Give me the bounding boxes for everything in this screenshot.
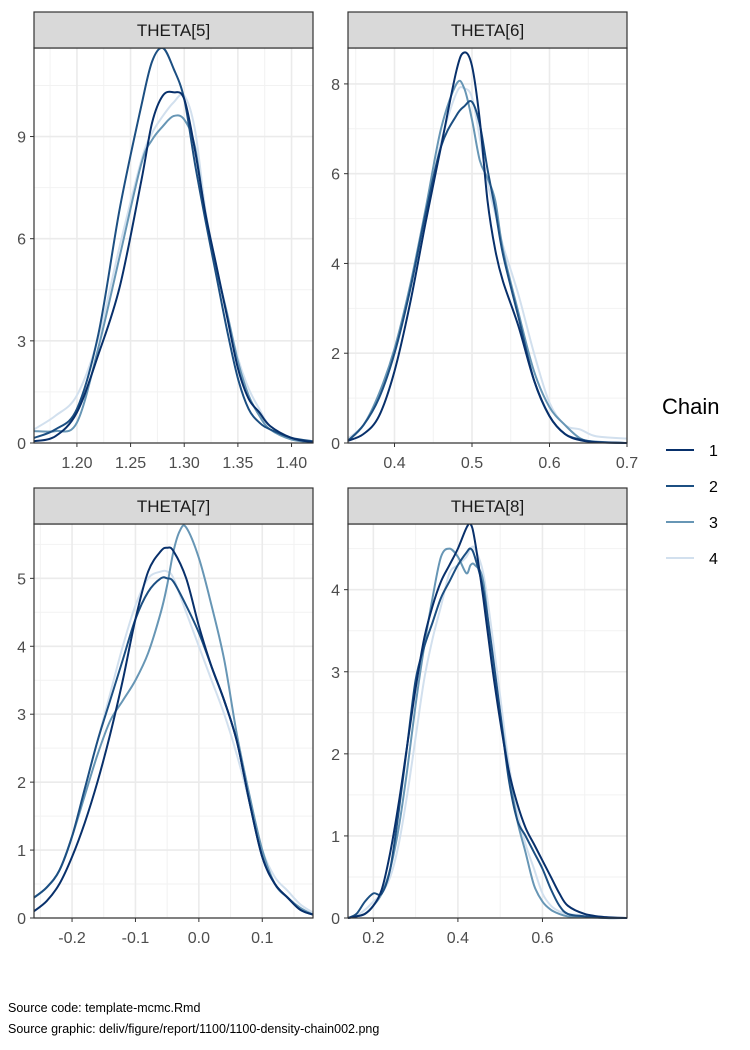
legend-label: 4 [709, 551, 718, 568]
y-tick-label: 2 [331, 747, 340, 764]
x-tick-label: 0.6 [538, 455, 560, 472]
x-tick-label: 0.2 [362, 930, 384, 947]
y-tick-label: 4 [331, 256, 340, 273]
facet-strip [347, 487, 628, 525]
x-tick-label: 1.40 [276, 455, 307, 472]
facet-strip [347, 11, 628, 49]
y-tick-label: 3 [331, 665, 340, 682]
density-line-chain-4 [33, 93, 314, 443]
x-tick-label: 0.4 [383, 455, 405, 472]
density-line-chain-1 [33, 546, 314, 916]
x-tick-label: 0.7 [616, 455, 638, 472]
y-tick-label: 0 [331, 911, 340, 928]
y-tick-label: 0 [331, 436, 340, 453]
source-code-caption: Source code: template-mcmc.Rmd [8, 1001, 201, 1015]
y-tick-label: 9 [17, 130, 26, 147]
facet-strip-label: THETA[8] [451, 497, 524, 516]
y-tick-label: 1 [17, 843, 26, 860]
legend-title: Chain [662, 394, 719, 419]
density-line-chain-1 [347, 51, 628, 444]
x-tick-label: 0.4 [447, 930, 469, 947]
legend-label: 2 [709, 479, 718, 496]
x-tick-label: 1.25 [115, 455, 146, 472]
x-tick-label: -0.1 [122, 930, 150, 947]
plot-background [34, 524, 313, 918]
y-tick-label: 6 [17, 232, 26, 249]
y-tick-label: 0 [17, 436, 26, 453]
y-tick-label: 8 [331, 77, 340, 94]
legend-label: 3 [709, 515, 718, 532]
x-tick-label: 1.35 [222, 455, 253, 472]
facet-strip-label: THETA[7] [137, 497, 210, 516]
x-tick-label: 1.30 [169, 455, 200, 472]
density-line-chain-3 [33, 114, 314, 444]
x-tick-label: -0.2 [58, 930, 86, 947]
panel-4: THETA[8] 0.2 0.4 0.6 0 1 2 3 4 [331, 487, 628, 947]
density-line-chain-1 [33, 90, 314, 444]
y-tick-label: 5 [17, 571, 26, 588]
y-tick-label: 6 [331, 167, 340, 184]
x-tick-label: 0.5 [461, 455, 483, 472]
x-tick-label: 1.20 [61, 455, 92, 472]
y-tick-label: 1 [331, 829, 340, 846]
y-tick-label: 3 [17, 334, 26, 351]
facet-strip [33, 11, 314, 49]
facet-strip-label: THETA[6] [451, 21, 524, 40]
y-tick-label: 4 [331, 583, 340, 600]
x-tick-label: 0.6 [531, 930, 553, 947]
panel-2: THETA[6] 0.4 0.5 0.6 0.7 0 2 4 6 8 [331, 11, 638, 472]
legend-label: 1 [709, 443, 718, 460]
panel-3: THETA[7] -0.2 -0.1 0.0 0.1 0 1 2 3 4 5 [17, 487, 314, 947]
x-tick-label: 0.1 [251, 930, 273, 947]
source-graphic-caption: Source graphic: deliv/figure/report/1100… [8, 1022, 380, 1036]
facet-strip [33, 487, 314, 525]
density-line-chain-3 [347, 79, 628, 444]
density-line-chain-2 [347, 547, 628, 920]
legend: Chain 1 2 3 4 [662, 394, 719, 568]
panel-1: THETA[5] 1.20 1.25 1.30 1.35 1.40 0 3 6 9 [17, 11, 314, 472]
plot-background [34, 48, 313, 443]
y-tick-label: 0 [17, 911, 26, 928]
y-tick-label: 2 [17, 775, 26, 792]
y-tick-label: 2 [331, 346, 340, 363]
y-tick-label: 3 [17, 707, 26, 724]
y-tick-label: 4 [17, 639, 26, 656]
x-tick-label: 0.0 [188, 930, 210, 947]
facet-strip-label: THETA[5] [137, 21, 210, 40]
